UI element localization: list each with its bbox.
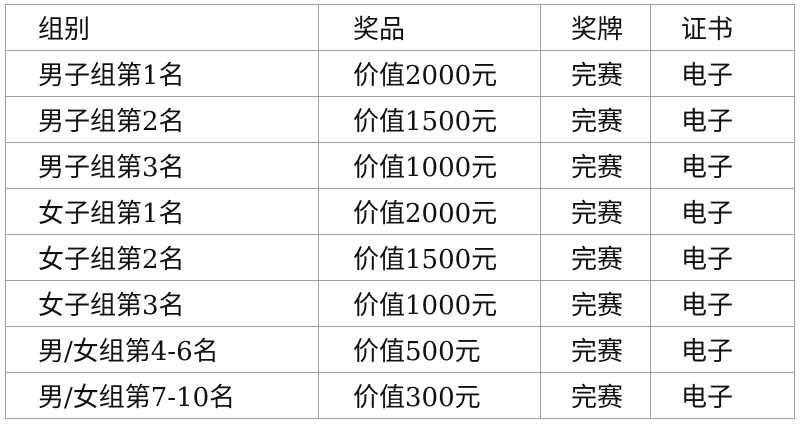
cell-prize: 价值1000元 bbox=[318, 280, 541, 327]
cell-group: 女子组第3名 bbox=[5, 280, 319, 327]
cell-medal: 完赛 bbox=[540, 280, 651, 327]
cell-certificate: 电子 bbox=[650, 50, 795, 97]
cell-prize: 价值1000元 bbox=[318, 142, 541, 189]
table-row: 男子组第3名 价值1000元 完赛 电子 bbox=[5, 142, 795, 189]
table-row: 男/女组第4-6名 价值500元 完赛 电子 bbox=[5, 326, 795, 373]
cell-group: 男/女组第7-10名 bbox=[5, 372, 319, 419]
cell-certificate: 电子 bbox=[650, 280, 795, 327]
header-prize: 奖品 bbox=[318, 4, 541, 51]
cell-prize: 价值1500元 bbox=[318, 234, 541, 281]
cell-medal: 完赛 bbox=[540, 234, 651, 281]
table-row: 女子组第3名 价值1000元 完赛 电子 bbox=[5, 280, 795, 327]
table-row: 男子组第2名 价值1500元 完赛 电子 bbox=[5, 96, 795, 143]
cell-certificate: 电子 bbox=[650, 96, 795, 143]
header-group: 组别 bbox=[5, 4, 319, 51]
cell-medal: 完赛 bbox=[540, 50, 651, 97]
cell-certificate: 电子 bbox=[650, 188, 795, 235]
cell-group: 男子组第2名 bbox=[5, 96, 319, 143]
cell-medal: 完赛 bbox=[540, 96, 651, 143]
cell-prize: 价值1500元 bbox=[318, 96, 541, 143]
cell-prize: 价值2000元 bbox=[318, 50, 541, 97]
header-certificate: 证书 bbox=[650, 4, 795, 51]
cell-medal: 完赛 bbox=[540, 326, 651, 373]
cell-certificate: 电子 bbox=[650, 234, 795, 281]
cell-certificate: 电子 bbox=[650, 372, 795, 419]
cell-group: 男/女组第4-6名 bbox=[5, 326, 319, 373]
table-row: 女子组第2名 价值1500元 完赛 电子 bbox=[5, 234, 795, 281]
cell-prize: 价值500元 bbox=[318, 326, 541, 373]
table-row: 女子组第1名 价值2000元 完赛 电子 bbox=[5, 188, 795, 235]
cell-prize: 价值300元 bbox=[318, 372, 541, 419]
cell-medal: 完赛 bbox=[540, 142, 651, 189]
cell-group: 女子组第1名 bbox=[5, 188, 319, 235]
table-row: 男子组第1名 价值2000元 完赛 电子 bbox=[5, 50, 795, 97]
table-row: 男/女组第7-10名 价值300元 完赛 电子 bbox=[5, 372, 795, 419]
header-medal: 奖牌 bbox=[540, 4, 651, 51]
cell-certificate: 电子 bbox=[650, 142, 795, 189]
cell-medal: 完赛 bbox=[540, 188, 651, 235]
cell-group: 男子组第1名 bbox=[5, 50, 319, 97]
cell-group: 女子组第2名 bbox=[5, 234, 319, 281]
cell-medal: 完赛 bbox=[540, 372, 651, 419]
cell-prize: 价值2000元 bbox=[318, 188, 541, 235]
prize-table: 组别 奖品 奖牌 证书 男子组第1名 价值2000元 完赛 电子 男子组第2名 价值1500元完… bbox=[5, 4, 795, 419]
cell-group: 男子组第3名 bbox=[5, 142, 319, 189]
header-row: 组别 奖品 奖牌 证书 bbox=[5, 4, 795, 51]
cell-certificate: 电子 bbox=[650, 326, 795, 373]
